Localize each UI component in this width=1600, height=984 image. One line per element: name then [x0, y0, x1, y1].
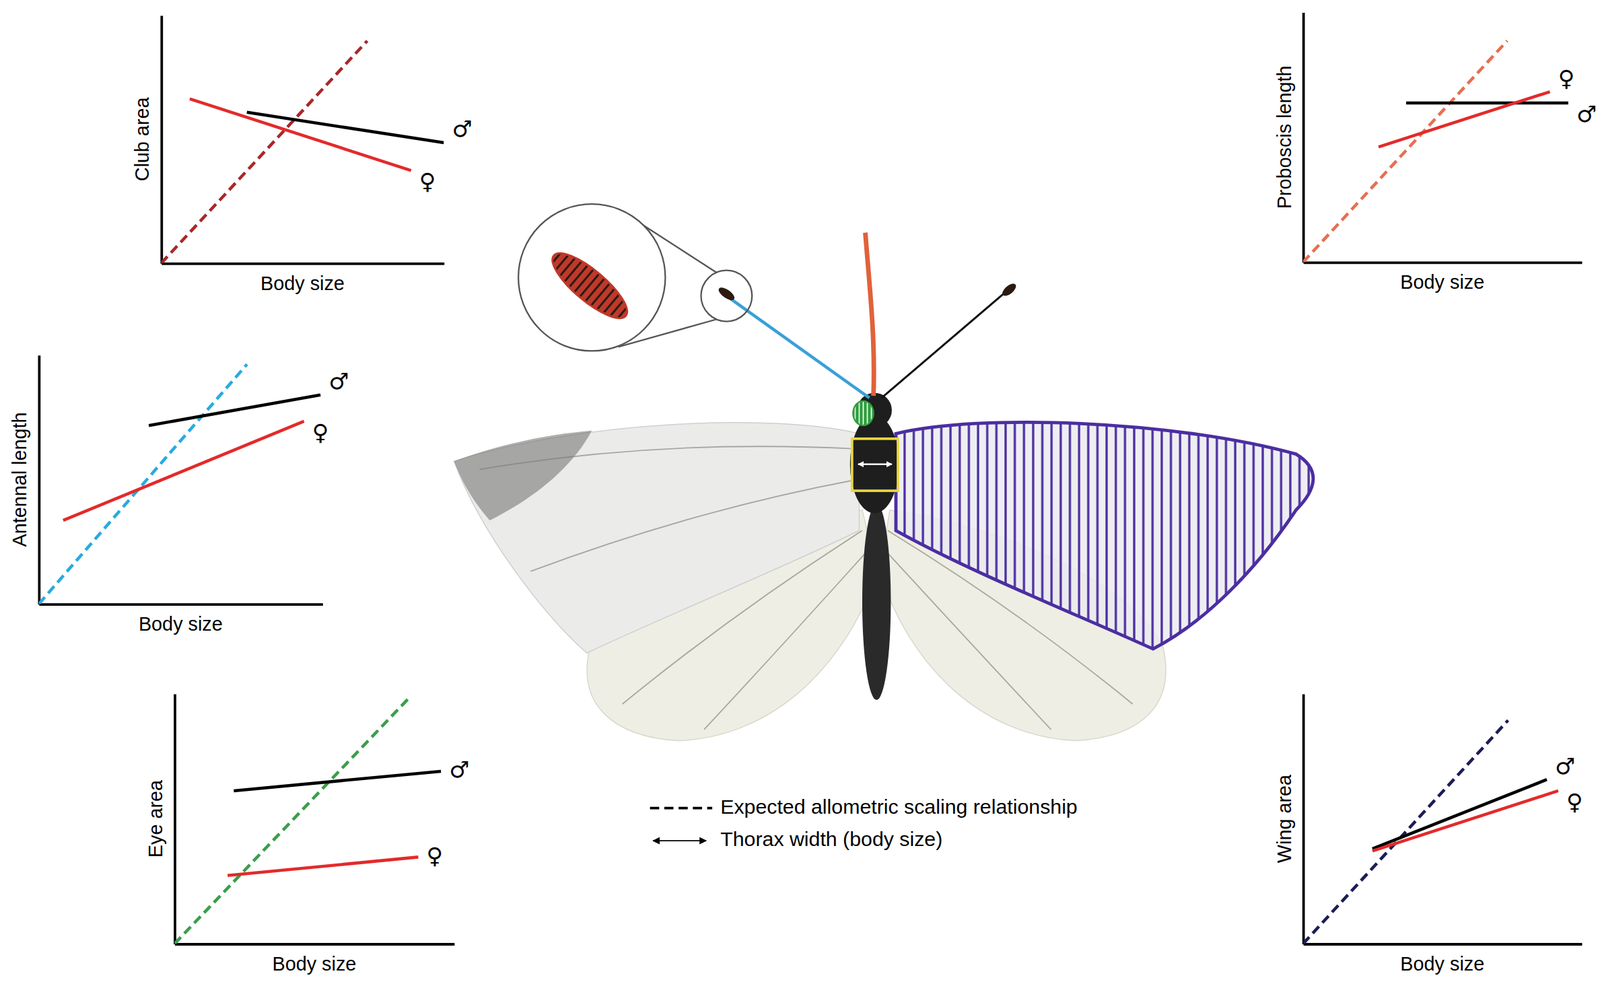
- axis-line: [175, 943, 455, 946]
- thorax: [850, 415, 900, 514]
- figure: Expected allometric scaling relationship…: [0, 0, 1600, 984]
- butterfly: [454, 203, 1314, 741]
- wing-vein: [479, 446, 857, 470]
- series-line: [1303, 720, 1509, 944]
- zoom-large: [518, 203, 666, 351]
- series-label: ♂: [448, 756, 470, 783]
- key-dashed-swatch: [650, 807, 713, 810]
- axis-line: [1302, 12, 1306, 263]
- key: Expected allometric scaling relationship…: [650, 795, 1078, 851]
- axis-line: [1303, 943, 1583, 946]
- x-axis: [161, 263, 445, 265]
- series-line: [227, 856, 419, 876]
- wing-vein: [704, 551, 868, 730]
- series-line: [1378, 91, 1551, 147]
- abdomen: [862, 504, 891, 701]
- axis-line: [37, 355, 41, 605]
- axis-line: [39, 603, 323, 606]
- y-axis: [1303, 694, 1305, 945]
- zoom-small: [700, 270, 752, 322]
- y-axis-title: Eye area: [144, 779, 167, 858]
- antenna: [881, 290, 1009, 399]
- wing-vein: [530, 479, 857, 571]
- club-highlight: [543, 243, 636, 328]
- x-axis-title: Body size: [271, 953, 357, 975]
- wing-vein: [622, 530, 863, 705]
- series-label: ♂: [452, 115, 473, 143]
- series-label: ♀: [1566, 788, 1583, 816]
- chart: Body size Antennal length ♂ ♀: [8, 355, 349, 635]
- thorax-box: [852, 438, 898, 491]
- series-label: ♀: [1558, 65, 1575, 92]
- figure-root: Expected allometric scaling relationship…: [8, 12, 1596, 975]
- series-line: [39, 364, 248, 604]
- x-axis-title: Body size: [138, 613, 223, 635]
- antenna-club: [1000, 281, 1018, 299]
- chart: Body size Wing area ♂ ♀: [1273, 694, 1584, 975]
- y-axis: [39, 355, 41, 605]
- series-label: ♀: [312, 419, 329, 446]
- plot-area: [161, 41, 445, 264]
- x-axis: [39, 603, 323, 606]
- series-label: ♂: [328, 368, 349, 395]
- x-axis-title: Body size: [1400, 953, 1485, 975]
- left-forewing: [454, 422, 860, 653]
- axis-line: [1302, 694, 1306, 945]
- series-line: [1372, 779, 1547, 849]
- x-axis-title: Body size: [260, 272, 345, 295]
- series-label: ♀: [426, 842, 443, 869]
- chart: Body size Proboscis length ♂♀: [1273, 12, 1597, 293]
- plot-area: [39, 364, 321, 604]
- right-forewing-highlight: [895, 422, 1314, 649]
- y-axis-title: Proboscis length: [1273, 65, 1296, 209]
- series-line: [233, 771, 441, 791]
- eye-highlight: [852, 401, 874, 426]
- x-axis: [1303, 943, 1583, 946]
- series-line: [1406, 101, 1569, 106]
- axis-line: [161, 262, 445, 266]
- key-label: Thorax width (body size): [720, 827, 943, 851]
- axis-line: [160, 15, 163, 264]
- series-line: [63, 421, 305, 521]
- antenna-highlight: [726, 296, 869, 399]
- x-axis: [175, 943, 455, 946]
- chart: Body size Eye area ♂ ♀: [144, 694, 470, 975]
- chart: Body size Club area ♂ ♀: [131, 15, 472, 294]
- series-line: [148, 395, 321, 426]
- series-line: [1303, 41, 1508, 263]
- plot-area: [1303, 720, 1559, 944]
- left-wing-tip: [454, 430, 593, 521]
- y-axis: [161, 15, 163, 264]
- series-line: [174, 698, 408, 944]
- series-line: [189, 98, 412, 171]
- x-axis: [1303, 262, 1583, 264]
- series-line: [161, 41, 368, 264]
- plot-area: [1303, 41, 1569, 263]
- plot-area: [174, 698, 441, 944]
- y-axis-title: Club area: [131, 96, 153, 182]
- proboscis-highlight: [865, 232, 875, 397]
- thorax-width-arrow: [858, 463, 892, 466]
- y-axis-title: Antennal length: [8, 411, 31, 547]
- y-axis: [174, 694, 176, 945]
- series-line: [1372, 790, 1559, 852]
- y-axis-title: Wing area: [1273, 774, 1296, 863]
- axis-line: [173, 694, 177, 945]
- x-axis-title: Body size: [1400, 271, 1485, 293]
- series-label: ♀: [419, 168, 436, 195]
- series-label: ♂: [1554, 753, 1576, 780]
- y-axis: [1303, 12, 1305, 263]
- antenna-club: [716, 285, 737, 303]
- key-label: Expected allometric scaling relationship: [720, 795, 1077, 818]
- series-label: ♂: [1576, 100, 1597, 128]
- key-arrow-swatch: [652, 840, 707, 842]
- axis-line: [1303, 261, 1583, 264]
